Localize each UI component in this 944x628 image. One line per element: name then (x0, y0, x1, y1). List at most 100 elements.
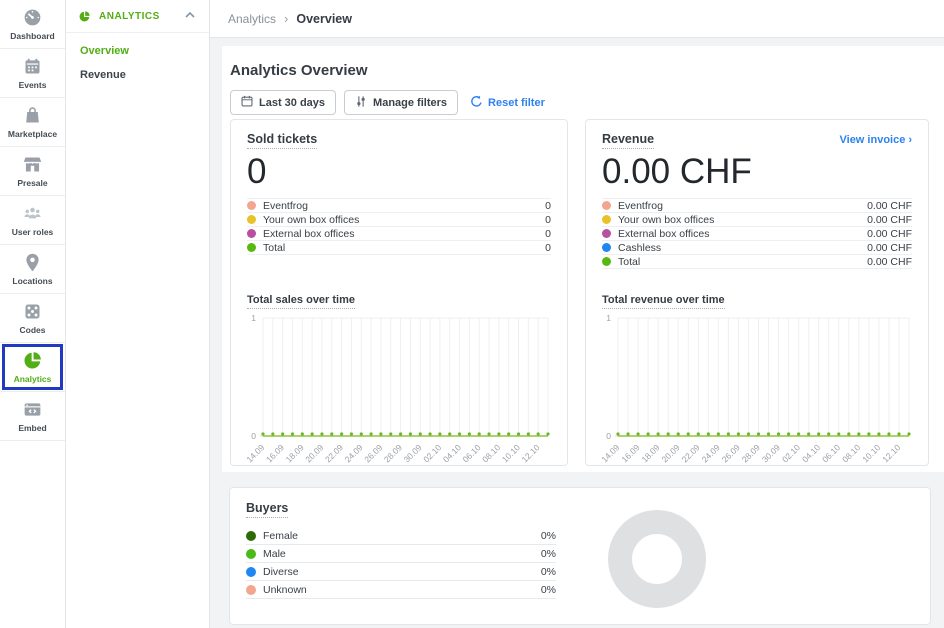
sidebar-item-presale[interactable]: Presale (0, 147, 65, 196)
reset-icon (470, 95, 483, 111)
sidebar-item-label: Embed (18, 423, 47, 433)
svg-text:26.09: 26.09 (362, 442, 384, 464)
sidebar-item-codes[interactable]: Codes (0, 294, 65, 343)
legend-row: External box offices 0 (247, 227, 551, 241)
sidebar-item-embed[interactable]: Embed (0, 392, 65, 441)
legend-label: Your own box offices (263, 213, 360, 226)
legend-value: 0 (545, 241, 551, 254)
sold-tickets-card: Sold tickets 0 Eventfrog 0 Your own box … (230, 119, 568, 466)
svg-text:1: 1 (251, 313, 256, 323)
analytics-overview-panel: Analytics Overview Last 30 days Manage f… (222, 46, 944, 472)
breadcrumb-section[interactable]: Analytics (228, 11, 277, 26)
chevron-right-icon: › (908, 134, 912, 146)
svg-text:04.10: 04.10 (800, 442, 822, 464)
revenue-legend: Eventfrog 0.00 CHF Your own box offices … (602, 198, 912, 269)
subnav-item-revenue[interactable]: Revenue (80, 69, 126, 81)
svg-text:16.09: 16.09 (264, 442, 286, 464)
sidebar-item-label: Presale (17, 178, 48, 188)
legend-dot (247, 201, 256, 210)
svg-text:28.09: 28.09 (740, 442, 762, 464)
svg-text:14.09: 14.09 (247, 442, 267, 464)
svg-text:10.10: 10.10 (500, 442, 522, 464)
sidebar-item-label: Codes (19, 325, 46, 335)
legend-label: Female (263, 529, 299, 542)
legend-label: External box offices (263, 227, 355, 240)
svg-text:02.10: 02.10 (780, 442, 802, 464)
manage-filters-label: Manage filters (373, 96, 448, 109)
svg-text:06.10: 06.10 (820, 442, 842, 464)
chevron-right-icon: › (284, 11, 289, 26)
legend-label: Total (263, 241, 286, 254)
nav-rail: Dashboard Events Marketplace Presale Use… (0, 0, 66, 628)
sidebar-item-label: User roles (11, 227, 54, 237)
subnav-header[interactable]: ANALYTICS (66, 0, 209, 33)
subnav-header-label: ANALYTICS (99, 10, 160, 22)
subnav-item-overview[interactable]: Overview (80, 45, 129, 57)
calendar-icon (22, 56, 43, 77)
legend-row: Total 0 (247, 241, 551, 255)
legend-value: 0% (540, 583, 556, 596)
date-range-button[interactable]: Last 30 days (230, 90, 337, 115)
legend-row: Male 0% (246, 545, 556, 563)
revenue-card: Revenue View invoice › 0.00 CHF Eventfro… (585, 119, 929, 466)
reset-filter-link[interactable]: Reset filter (470, 95, 545, 111)
sales-over-time-chart: 0 1 14.0916.0918.0920.0922.0924.0926.0928.… (247, 313, 550, 464)
main-content: Analytics › Overview Analytics Overview … (210, 0, 944, 628)
view-invoice-link[interactable]: View invoice › (840, 134, 913, 146)
legend-label: Diverse (263, 565, 299, 578)
legend-dot (602, 243, 611, 252)
legend-value: 0 (545, 199, 551, 212)
sidebar-item-dashboard[interactable]: Dashboard (0, 0, 65, 49)
svg-text:22.09: 22.09 (323, 442, 345, 464)
sales-chart-title: Total sales over time (247, 294, 356, 309)
chevron-up-icon[interactable] (183, 7, 197, 25)
legend-label: External box offices (618, 227, 710, 240)
sidebar-item-label: Marketplace (7, 129, 58, 139)
sold-tickets-total: 0 (247, 152, 267, 191)
svg-text:16.09: 16.09 (619, 442, 641, 464)
gauge-icon (22, 7, 43, 28)
legend-value: 0.00 CHF (867, 213, 912, 226)
svg-text:14.09: 14.09 (602, 442, 622, 464)
svg-text:26.09: 26.09 (720, 442, 742, 464)
sidebar-item-marketplace[interactable]: Marketplace (0, 98, 65, 147)
page-title: Analytics Overview (230, 62, 368, 79)
manage-filters-button[interactable]: Manage filters (344, 90, 459, 115)
analytics-subnav: ANALYTICS Overview Revenue (66, 0, 210, 628)
legend-dot (602, 215, 611, 224)
legend-row: Your own box offices 0.00 CHF (602, 213, 912, 227)
legend-label: Eventfrog (263, 199, 308, 212)
legend-label: Male (263, 547, 286, 560)
svg-text:24.09: 24.09 (343, 442, 365, 464)
people-icon (22, 203, 43, 224)
buyers-card: Buyers Female 0% Male 0% Diverse 0% Unkn… (229, 487, 931, 625)
legend-value: 0.00 CHF (867, 227, 912, 240)
pie-icon (22, 350, 43, 371)
buyers-legend: Female 0% Male 0% Diverse 0% Unknown 0% (246, 527, 556, 599)
legend-row: Eventfrog 0.00 CHF (602, 199, 912, 213)
legend-row: Female 0% (246, 527, 556, 545)
sidebar-item-label: Events (18, 80, 47, 90)
svg-text:12.10: 12.10 (519, 442, 541, 464)
sidebar-item-user-roles[interactable]: User roles (0, 196, 65, 245)
legend-dot (246, 584, 256, 595)
legend-dot (246, 566, 256, 577)
legend-value: 0% (540, 529, 556, 542)
sidebar-item-events[interactable]: Events (0, 49, 65, 98)
svg-text:12.10: 12.10 (880, 442, 902, 464)
svg-text:1: 1 (606, 313, 611, 323)
svg-text:02.10: 02.10 (421, 442, 443, 464)
legend-dot (602, 201, 611, 210)
sidebar-item-locations[interactable]: Locations (0, 245, 65, 294)
legend-value: 0.00 CHF (867, 255, 912, 268)
donut-ring (608, 510, 706, 608)
legend-row: Cashless 0.00 CHF (602, 241, 912, 255)
sidebar-item-analytics[interactable]: Analytics (0, 343, 65, 392)
legend-label: Your own box offices (618, 213, 715, 226)
breadcrumb: Analytics › Overview (210, 0, 944, 38)
buyers-donut-chart (608, 510, 706, 608)
legend-row: Your own box offices 0 (247, 213, 551, 227)
legend-dot (247, 215, 256, 224)
bag-icon (22, 105, 43, 126)
legend-row: External box offices 0.00 CHF (602, 227, 912, 241)
